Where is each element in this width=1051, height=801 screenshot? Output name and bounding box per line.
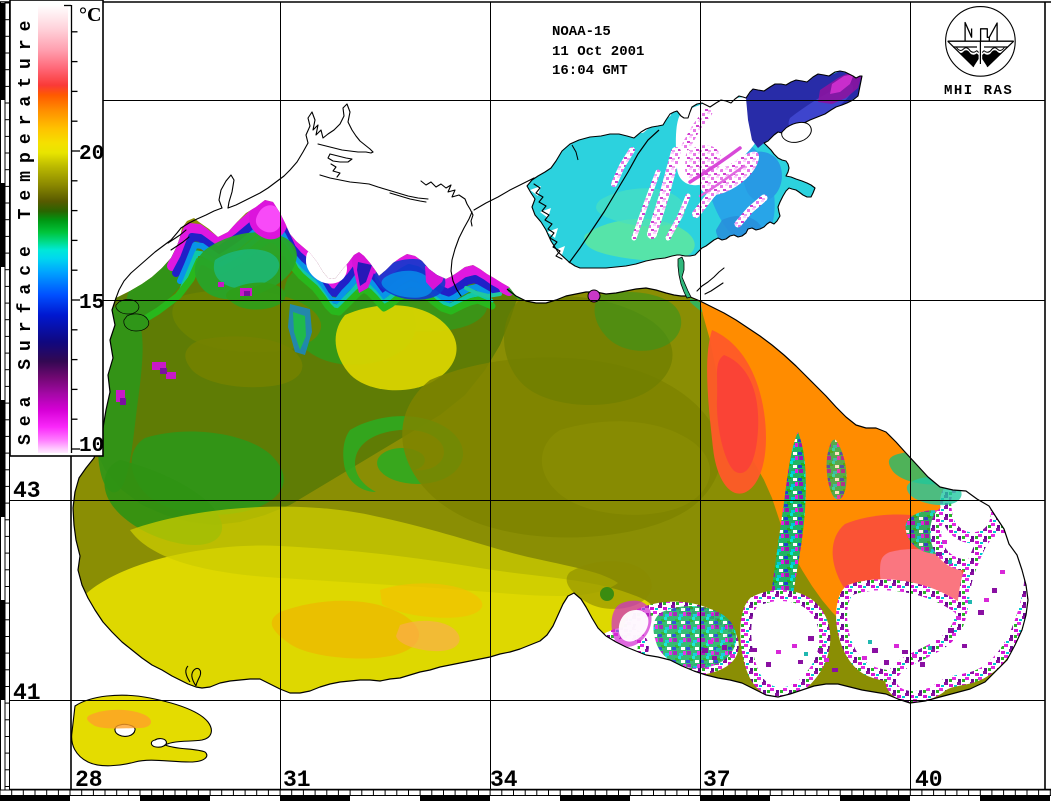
svg-text:37: 37	[703, 767, 731, 793]
svg-text:40: 40	[915, 767, 943, 793]
svg-text:34: 34	[490, 767, 518, 793]
svg-text:NOAA-15: NOAA-15	[552, 24, 611, 40]
svg-text:16:04 GMT: 16:04 GMT	[552, 63, 628, 79]
svg-text:28: 28	[75, 767, 103, 793]
svg-text:10: 10	[79, 435, 104, 458]
svg-text:11 Oct 2001: 11 Oct 2001	[552, 44, 644, 60]
svg-text:41: 41	[13, 680, 41, 706]
svg-text:Sea Surface Temperature: Sea Surface Temperature	[16, 13, 36, 445]
svg-text:43: 43	[13, 478, 41, 504]
svg-text:MHI RAS: MHI RAS	[944, 83, 1013, 99]
svg-text:°C: °C	[79, 4, 101, 26]
svg-text:15: 15	[79, 292, 104, 315]
svg-text:20: 20	[79, 143, 104, 166]
svg-text:31: 31	[283, 767, 311, 793]
